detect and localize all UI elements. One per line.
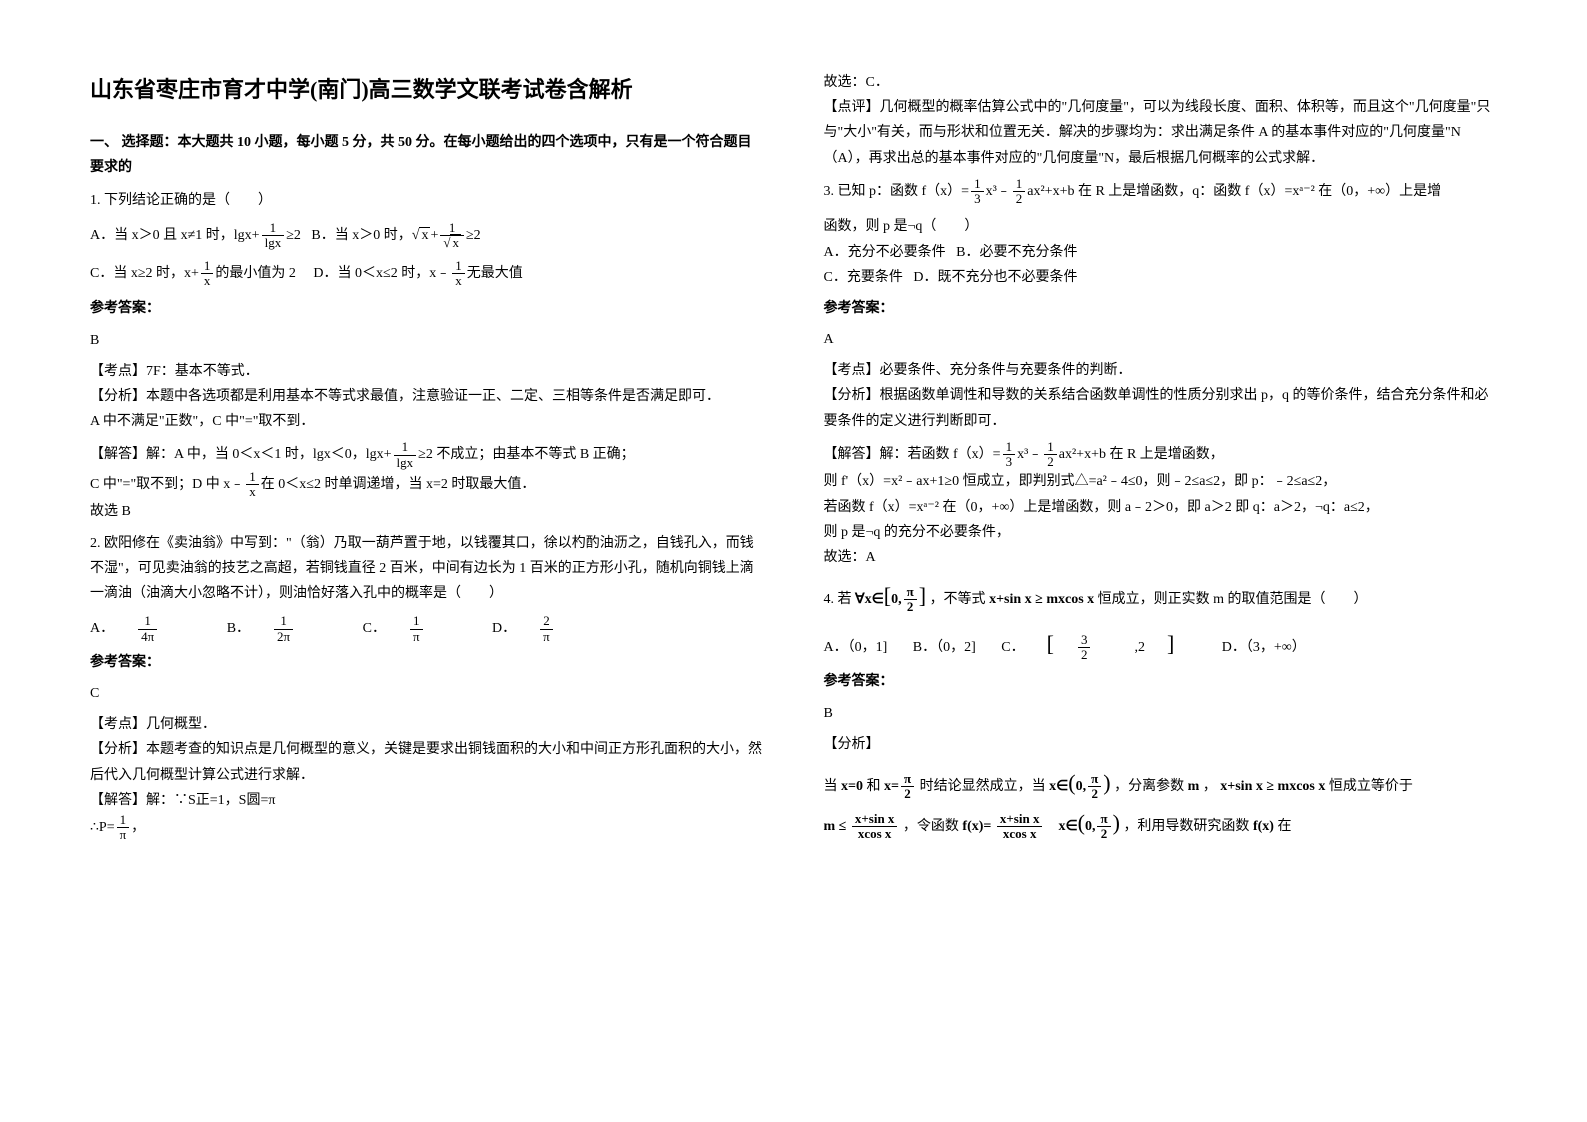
q4-stem: 4. 若 ∀x∈[0,π2] ，不等式 x+sin x ≥ mxcos x 恒成…: [824, 576, 1498, 616]
q2-kp: 【考点】几何概型．: [90, 712, 764, 737]
q3-solve2: 则 f'（x）=x²﹣ax+1≥0 恒成立，即判别式△=a²﹣4≤0，则﹣2≤a…: [824, 469, 1498, 494]
q1-ans: B: [90, 328, 764, 353]
q2-ans: C: [90, 681, 764, 706]
q4-ans: B: [824, 701, 1498, 726]
q1-optAB: A．当 x＞0 且 x≠1 时，lgx+1lgx≥2 B．当 x＞0 时，√x+…: [90, 221, 764, 251]
q3-solve4: 则 p 是¬q 的充分不必要条件，: [824, 520, 1498, 545]
q2-opts: A．14π B．12π C．1π D．2π: [90, 614, 764, 644]
q2-comment: 【点评】几何概型的概率估算公式中的"几何度量"，可以为线段长度、面积、体积等，而…: [824, 95, 1498, 171]
q4-s1: 当 x=0 和 x=π2 时结论显然成立，当 x∈(0,π2) ，分离参数 m …: [824, 763, 1498, 803]
q2-analysis: 【分析】本题考查的知识点是几何概型的意义，关键是要求出铜钱面积的大小和中间正方形…: [90, 737, 764, 787]
q1-analysis2: A 中不满足"正数"，C 中"="取不到．: [90, 409, 764, 434]
q1-analysis: 【分析】本题中各选项都是利用基本不等式求最值，注意验证一正、二定、三相等条件是否…: [90, 384, 764, 409]
q1-stem: 1. 下列结论正确的是（ ）: [90, 188, 764, 213]
q1-kp: 【考点】7F：基本不等式．: [90, 359, 764, 384]
q3-optCD: C．充要条件 D．既不充分也不必要条件: [824, 265, 1498, 290]
q3-solve3: 若函数 f（x）=xᵃ⁻² 在（0，+∞）上是增函数，则 a﹣2＞0，即 a＞2…: [824, 495, 1498, 520]
q2-prob: ∴P=1π，: [90, 813, 764, 843]
q3-ans: A: [824, 327, 1498, 352]
q4-s2: m ≤ x+sin xxcos x ，令函数 f(x)= x+sin xxcos…: [824, 803, 1498, 843]
q3-pick: 故选：A: [824, 545, 1498, 570]
q3-ans-label: 参考答案：: [824, 296, 1498, 321]
q2-ans-label: 参考答案：: [90, 650, 764, 675]
q4-analysis-head: 【分析】: [824, 732, 1498, 757]
q3-kp: 【考点】必要条件、充分条件与充要条件的判断．: [824, 358, 1498, 383]
q3-stem: 3. 已知 p：函数 f（x）=13x³﹣12ax²+x+b 在 R 上是增函数…: [824, 177, 1498, 207]
q3-optAB: A．充分不必要条件 B．必要不充分条件: [824, 240, 1498, 265]
q1-pick: 故选 B: [90, 499, 764, 524]
q2-stem: 2. 欧阳修在《卖油翁》中写到："（翁）乃取一葫芦置于地，以钱覆其口，徐以杓酌油…: [90, 531, 764, 607]
q2-pick: 故选：C．: [824, 70, 1498, 95]
q1-ans-label: 参考答案：: [90, 296, 764, 321]
q1-solve: 【解答】解：A 中，当 0＜x＜1 时，lgx＜0，lgx+1lgx≥2 不成立…: [90, 440, 764, 470]
q2-solve: 【解答】解：∵S正=1，S圆=π: [90, 788, 764, 813]
q4-opts: A．（0，1] B．（0，2] C．[32,2] D．（3，+∞）: [824, 624, 1498, 664]
q4-ans-label: 参考答案：: [824, 669, 1498, 694]
q1-optCD: C．当 x≥2 时，x+1x的最小值为 2 D．当 0＜x≤2 时，x﹣1x无最…: [90, 259, 764, 289]
section-head: 一、 选择题：本大题共 10 小题，每小题 5 分，共 50 分。在每小题给出的…: [90, 130, 764, 180]
q1-solve2: C 中"="取不到；D 中 x﹣1x在 0＜x≤2 时单调递增，当 x=2 时取…: [90, 470, 764, 500]
page-title: 山东省枣庄市育才中学(南门)高三数学文联考试卷含解析: [90, 70, 764, 110]
q3-stem-suf: 函数，则 p 是¬q（ ）: [824, 214, 1498, 239]
q3-solve: 【解答】解：若函数 f（x）=13x³﹣12ax²+x+b 在 R 上是增函数，: [824, 440, 1498, 470]
q3-analysis: 【分析】根据函数单调性和导数的关系结合函数单调性的性质分别求出 p，q 的等价条…: [824, 383, 1498, 433]
